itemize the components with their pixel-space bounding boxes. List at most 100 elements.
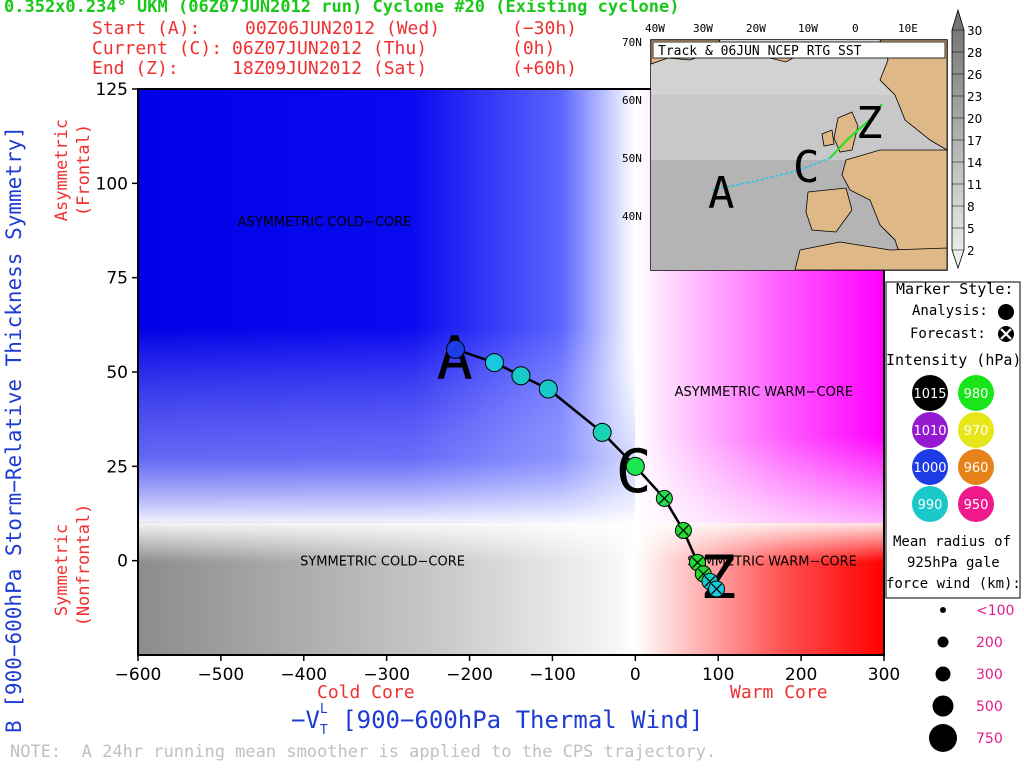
intensity-circle	[958, 449, 994, 485]
analysis-point	[538, 379, 558, 399]
sst-label: 30	[967, 24, 982, 38]
intensity-label: 950	[964, 498, 989, 513]
current-label: Current (C):	[92, 38, 223, 59]
intensity-label: 990	[918, 498, 943, 513]
inset-lon-label: 30W	[693, 22, 713, 35]
forecast-marker-cross	[1000, 328, 1012, 340]
x-axis-title-sub: T	[319, 722, 328, 738]
sst-label: 8	[967, 200, 975, 214]
x-axis-title: −VT L [900−600hPa Thermal Wind]	[291, 702, 703, 738]
inset-title: Track & 06JUN NCEP RTG SST	[658, 44, 862, 59]
intensity-label: 980	[964, 387, 989, 402]
sst-label: 11	[967, 178, 982, 192]
current-time: 06Z07JUN2012 (Thu)	[232, 38, 428, 59]
forecast-point-cross	[658, 492, 670, 504]
inset-lon-label: 0	[852, 22, 859, 35]
end-offset: (+60h)	[512, 58, 578, 79]
inset-lon-label: 10W	[798, 22, 818, 35]
chart-title: 0.352x0.234° UKM (06Z07JUN2012 run) Cycl…	[4, 0, 680, 17]
x-tick-label: 0	[630, 665, 641, 685]
inset-track-forecast	[829, 103, 883, 159]
x-tick-label: −300	[363, 665, 410, 685]
radius-label: 750	[976, 731, 1003, 747]
y-axis-title: B [900−600hPa Storm−Relative Thickness S…	[2, 126, 26, 733]
legend: 1015 980 1010 970 1000 960 990 950 <100 200 300 50…	[885, 281, 1021, 752]
inset-lat-label: 60N	[622, 94, 642, 107]
intensity-circle	[958, 412, 994, 448]
inset-land-iberia	[805, 187, 853, 233]
sst-label: 14	[967, 156, 982, 170]
x-tick-label: −100	[529, 665, 576, 685]
analysis-point	[625, 456, 645, 476]
y-nonfrontal-label: (Nonfrontal)	[74, 503, 94, 627]
analysis-point	[445, 339, 465, 359]
start-label: Start (A):	[92, 18, 201, 39]
intensity-circle	[912, 412, 948, 448]
track-letters: ACZ	[437, 324, 737, 613]
x-tick-label: 200	[785, 665, 817, 685]
intensity-circle	[912, 449, 948, 485]
x-axis-title-sup: L	[319, 702, 328, 717]
intensity-circle	[958, 375, 994, 411]
intensity-label: 1010	[913, 424, 946, 439]
radius-circle	[932, 695, 954, 717]
inset-land-scandinavia	[879, 39, 948, 151]
inset-land-africa	[794, 241, 948, 271]
sst-label: 17	[967, 134, 982, 148]
y-tick-label: 0	[117, 552, 128, 572]
region-label-asym_cold: ASYMMETRIC COLD−CORE	[238, 215, 412, 230]
inset-title-box	[652, 41, 946, 59]
y-sym-label: Symmetric	[52, 523, 72, 617]
x-warm-core-label: Warm Core	[730, 682, 828, 703]
region-sym-fade	[138, 522, 884, 655]
current-offset: (0h)	[512, 38, 556, 59]
start-offset: (−30h)	[512, 18, 578, 39]
sst-label: 20	[967, 112, 982, 126]
sst-label: 26	[967, 68, 982, 82]
x-tick-label: 100	[702, 665, 734, 685]
inset-letter-z: Z	[856, 98, 883, 149]
inset-land-britain	[833, 111, 859, 153]
x-tick-label: −200	[446, 665, 493, 685]
intensity-circle	[912, 375, 948, 411]
smoother-note: NOTE: A 24hr running mean smoother is ap…	[10, 742, 717, 762]
inset-map: Track & 06JUN NCEP RTG SST A C Z 40W 30W…	[622, 8, 982, 271]
marker-style-title: Marker Style:	[896, 280, 1014, 298]
intensity-title: Intensity (hPa):	[886, 351, 1024, 369]
x-cold-core-label: Cold Core	[317, 682, 415, 703]
radius-label: 500	[976, 699, 1003, 715]
sst-label: 23	[967, 90, 982, 104]
region-label-sym_warm: SYMMETRIC WARM−CORE	[687, 555, 857, 570]
x-tick-label: 300	[868, 665, 900, 685]
forecast-label: Forecast:	[910, 326, 986, 342]
analysis-label: Analysis:	[912, 303, 988, 319]
radius-circle	[935, 666, 951, 682]
end-label: End (Z):	[92, 58, 179, 79]
x-axis-title-v: −V	[291, 706, 320, 734]
inset-lon-label: 40W	[645, 22, 665, 35]
sst-label: 2	[967, 244, 975, 258]
inset-lat-label: 70N	[622, 36, 642, 49]
inset-lat-label: 50N	[622, 152, 642, 165]
axes: −600 −500 −400 −300 −200 −100 0 100 200 300 0 25 50 7…	[96, 80, 901, 685]
sst-label: 28	[967, 46, 982, 60]
radius-title-3: force wind (km):	[886, 576, 1021, 592]
analysis-point	[511, 366, 531, 386]
inset-letter-a: A	[708, 168, 735, 219]
x-tick-label: −400	[280, 665, 327, 685]
x-tick-label: −500	[198, 665, 245, 685]
start-time: 00Z06JUN2012 (Wed)	[245, 18, 441, 39]
analysis-marker-icon	[998, 304, 1014, 320]
y-tick-label: 50	[106, 363, 128, 383]
radius-label: 300	[976, 667, 1003, 683]
intensity-label: 1015	[913, 387, 946, 402]
intensity-label: 960	[964, 461, 989, 476]
track-points	[445, 339, 726, 598]
forecast-point-cross	[677, 525, 689, 536]
analysis-point	[484, 353, 504, 373]
intensity-circle	[912, 486, 948, 522]
sst-colorbar	[951, 8, 965, 270]
